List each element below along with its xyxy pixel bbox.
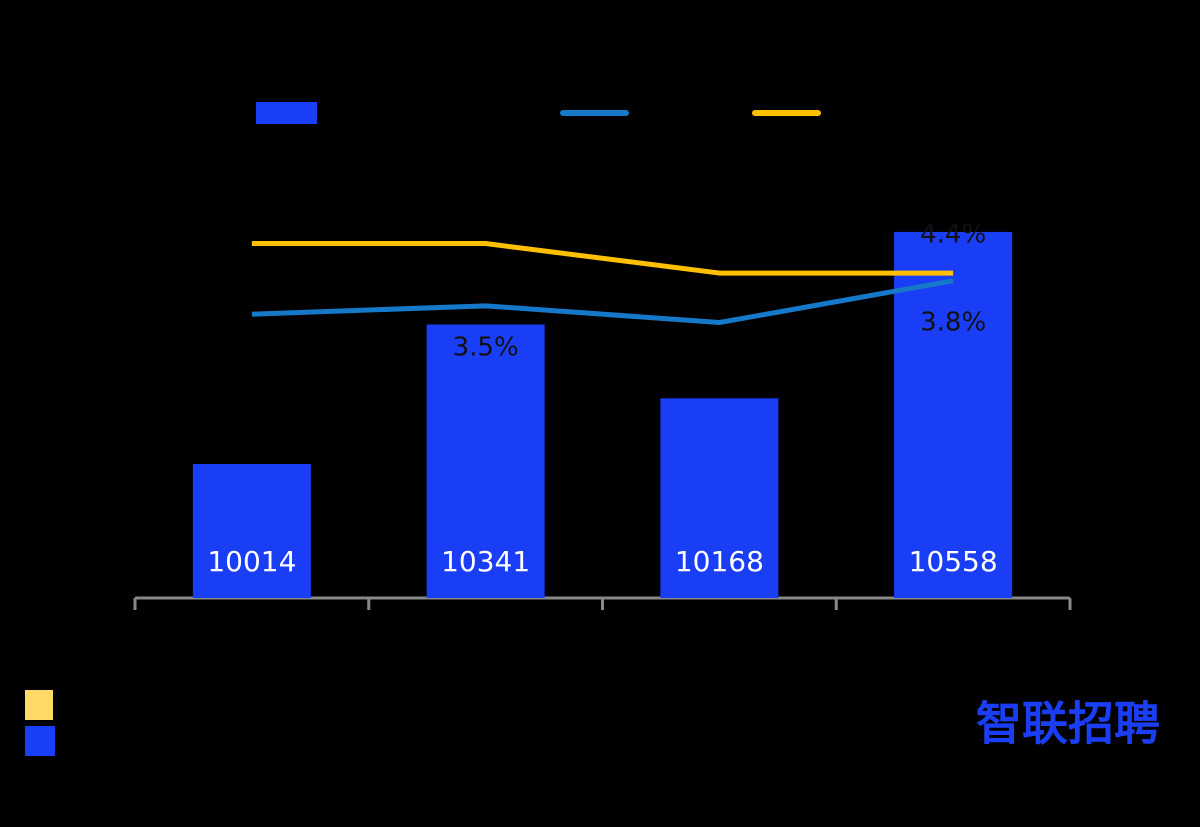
line bbox=[251, 241, 954, 276]
line bbox=[251, 278, 954, 326]
bar bbox=[192, 464, 311, 598]
legend-swatch bbox=[256, 102, 317, 124]
bar-value-label: 10558 bbox=[909, 545, 998, 578]
line-value-label: 3.8% bbox=[920, 307, 986, 337]
bar bbox=[894, 231, 1013, 599]
bar-value-label: 10014 bbox=[207, 545, 296, 578]
bar bbox=[660, 398, 779, 598]
bar-value-label: 10341 bbox=[441, 545, 530, 578]
bar bbox=[426, 324, 545, 598]
logo: 智联招聘 bbox=[976, 697, 1160, 751]
bar-value-label: 10168 bbox=[675, 545, 764, 578]
corner-mark bbox=[25, 690, 53, 720]
line-value-label: 4.4% bbox=[920, 220, 986, 250]
corner-mark bbox=[25, 726, 55, 756]
line-value-label: 3.5% bbox=[453, 332, 519, 362]
